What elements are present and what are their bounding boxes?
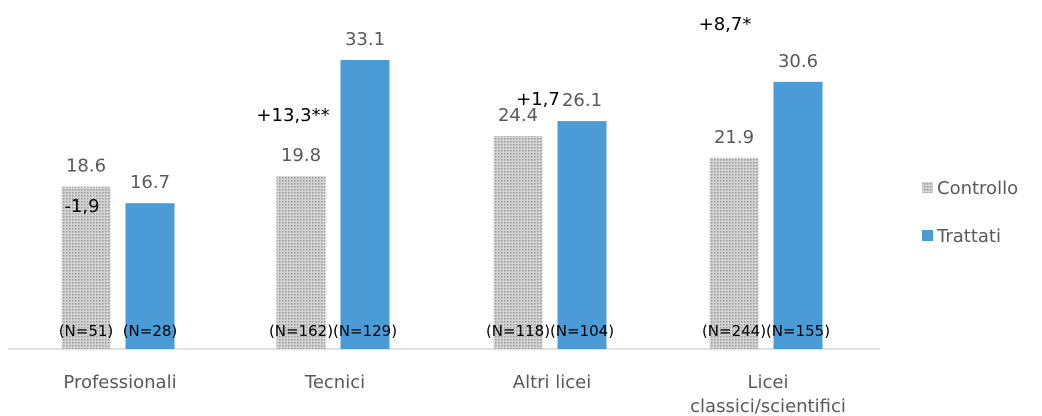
n-label-controllo-3: (N=244) <box>702 322 766 340</box>
n-label-controllo-0: (N=51) <box>59 322 114 340</box>
bar-controllo-0 <box>61 186 111 349</box>
n-label-trattati-0: (N=28) <box>123 322 178 340</box>
n-label-trattati-1: (N=129) <box>333 322 397 340</box>
difference-label-2: +1,7 <box>516 89 560 110</box>
category-label-1: Tecnici <box>304 372 365 393</box>
legend: Controllo Trattati <box>922 178 1018 247</box>
legend-label-controllo: Controllo <box>937 178 1018 199</box>
n-label-controllo-1: (N=162) <box>269 322 333 340</box>
difference-label-3: +8,7* <box>699 14 752 35</box>
legend-label-trattati: Trattati <box>936 226 1001 247</box>
value-label-controllo-1: 19.8 <box>281 145 321 166</box>
bar-controllo-3 <box>709 157 759 349</box>
legend-swatch-controllo <box>922 182 933 193</box>
value-label-controllo-0: 18.6 <box>66 156 106 177</box>
value-label-controllo-2: 24.4 <box>498 105 538 126</box>
legend-swatch-trattati <box>922 230 933 241</box>
bar-trattati-0 <box>125 203 175 349</box>
n-label-trattati-3: (N=155) <box>766 322 830 340</box>
bar-controllo-2 <box>493 135 543 349</box>
value-label-controllo-3: 21.9 <box>714 127 754 148</box>
bar-trattati-1 <box>340 60 390 349</box>
difference-label-1: +13,3** <box>256 105 329 126</box>
value-label-trattati-3: 30.6 <box>778 51 818 72</box>
value-label-trattati-2: 26.1 <box>562 90 602 111</box>
bar-trattati-3 <box>773 81 823 350</box>
category-label-2: Altri licei <box>513 372 591 393</box>
category-label-0: Professionali <box>63 372 176 393</box>
n-label-trattati-2: (N=104) <box>550 322 614 340</box>
value-label-trattati-1: 33.1 <box>345 29 385 50</box>
difference-label-0: -1,9 <box>64 196 99 217</box>
value-label-trattati-0: 16.7 <box>130 172 170 193</box>
bar-controllo-1 <box>276 176 326 349</box>
n-label-controllo-2: (N=118) <box>486 322 550 340</box>
category-label-3: Licei classici/scientifici <box>690 372 846 416</box>
bar-trattati-2 <box>557 121 607 349</box>
